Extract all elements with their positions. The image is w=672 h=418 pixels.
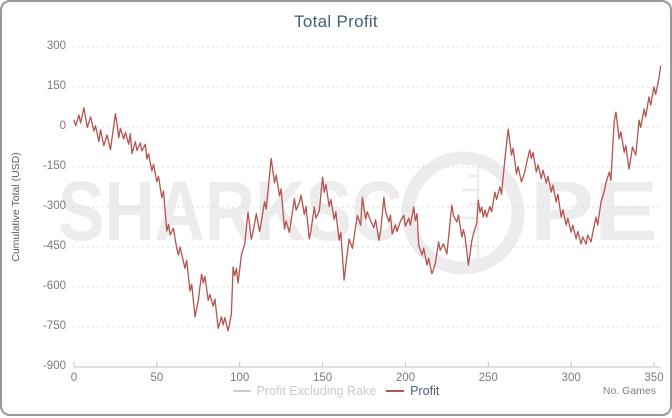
legend-label-profit-excluding-rake: Profit Excluding Rake — [256, 384, 377, 398]
y-tick-label: -450 — [42, 240, 66, 252]
y-tick-label: 150 — [46, 80, 66, 92]
x-tick-label: 200 — [395, 372, 416, 384]
y-tick-label: -900 — [42, 360, 66, 372]
series-line-profit — [73, 65, 662, 332]
y-tick-label: -300 — [42, 200, 66, 212]
y-tick-label: -150 — [42, 160, 66, 172]
x-tick-label: 100 — [230, 372, 250, 384]
y-tick-label: 0 — [59, 120, 66, 132]
x-axis-title: No. Games — [602, 385, 656, 397]
x-tick-label: 50 — [150, 372, 164, 384]
legend-dash-gray-icon — [232, 390, 251, 392]
legend-item-profit-excluding-rake[interactable]: Profit Excluding Rake — [232, 384, 377, 398]
x-tick-label: 250 — [478, 372, 498, 384]
y-tick-label: -600 — [42, 280, 66, 292]
legend-item-profit[interactable]: Profit — [386, 384, 439, 398]
x-tick-label: 350 — [644, 372, 664, 384]
legend-dash-red-icon — [386, 390, 405, 392]
legend-label-profit: Profit — [410, 384, 440, 398]
x-tick-label: 300 — [561, 372, 581, 384]
x-tick-label: 150 — [312, 372, 333, 384]
x-tick-label: 0 — [70, 372, 78, 384]
chart-title: Total Profit — [294, 12, 378, 31]
y-tick-label: 300 — [46, 40, 66, 52]
y-tick-label: -750 — [42, 320, 66, 332]
legend: Profit Excluding Rake Profit — [62, 384, 610, 398]
